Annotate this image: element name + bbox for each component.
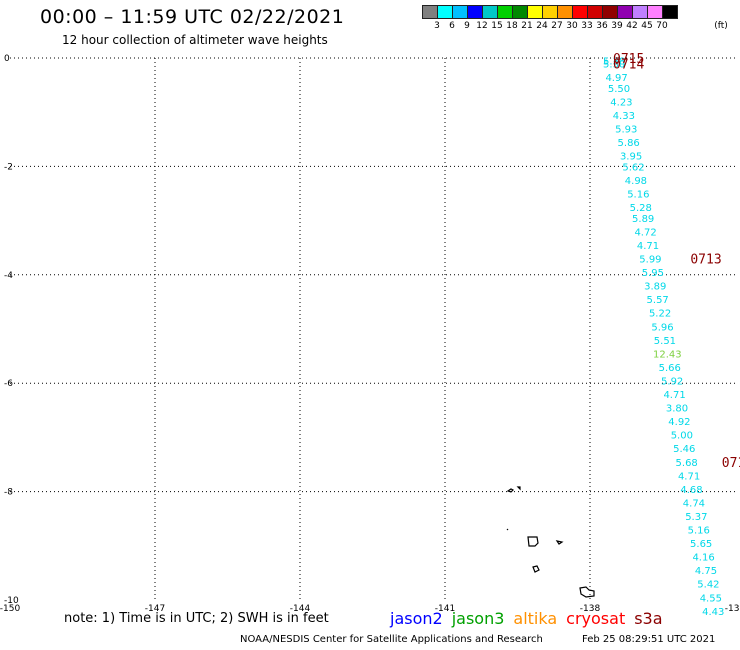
pass-time-label: 0715 [613,52,644,67]
wave-height-label: 5.66 [659,363,681,374]
wave-height-label: 5.16 [627,190,649,201]
wave-height-label: 4.16 [692,553,714,564]
wave-height-label: 4.71 [678,471,700,482]
wave-height-label: 4.97 [605,73,627,84]
wave-height-label: 5.86 [618,138,640,149]
wave-height-label: 5.62 [622,162,644,173]
wave-height-label: 4.98 [625,176,647,187]
wave-height-label: 4.55 [700,593,722,604]
colorbar-label: 12 [476,21,488,31]
lat-tick-label: -8 [4,488,13,498]
colorbar-label: 70 [656,21,668,31]
map-note: note: 1) Time is in UTC; 2) SWH is in fe… [64,611,329,626]
wave-height-label: 4.74 [683,498,705,509]
lon-tick-label: -144 [290,604,311,614]
wave-height-label: 5.22 [649,309,671,320]
colorbar-label: 15 [491,21,503,31]
wave-height-label: 3.95 [620,152,642,163]
colorbar-label: 9 [464,21,470,31]
wave-height-label: 5.89 [632,214,654,225]
lat-tick-label: -4 [4,271,13,281]
satellite-legend: jason2 jason3 altika cryosat s3a [390,609,672,628]
satellite-legend-item: jason2 [390,609,443,628]
lon-tick-label: -138 [580,604,601,614]
colorbar-label: 39 [611,21,623,31]
credit-line: NOAA/NESDIS Center for Satellite Applica… [240,634,543,645]
colorbar-label: 36 [596,21,608,31]
colorbar-label: 21 [521,21,533,31]
wave-height-label: 4.71 [637,241,659,252]
satellite-legend-item: jason3 [451,609,505,628]
colorbar-label: 33 [581,21,593,31]
colorbar-label: 27 [551,21,563,31]
generated-timestamp: Feb 25 08:29:51 UTC 2021 [582,634,716,645]
island-outline [506,488,515,493]
satellite-legend-item: cryosat [566,609,626,628]
colorbar-swatch [662,5,678,19]
wave-height-label: 5.50 [608,84,630,95]
lon-tick-label: -141 [435,604,455,614]
wave-height-label: 4.23 [610,97,632,108]
lat-tick-label: -6 [4,379,13,389]
wave-height-label: 5.38 [603,57,625,68]
wave-height-label: 4.68 [680,485,702,496]
map-subtitle: 12 hour collection of altimeter wave hei… [62,33,328,47]
wave-height-label: 5.00 [671,431,693,442]
wave-height-label: 4.71 [663,390,685,401]
wave-height-label: 5.95 [642,268,664,279]
wave-height-label: 3.80 [666,404,688,415]
map-title: 00:00 – 11:59 UTC 02/22/2021 [40,6,345,28]
colorbar-label: 42 [626,21,638,31]
wave-height-label: 5.93 [615,124,637,135]
island-outline [555,540,564,545]
colorbar-label: 6 [449,21,455,31]
island-outline [516,486,521,491]
lat-tick-label: -10 [4,596,19,606]
island-outline [527,536,539,547]
wave-height-label: 4.33 [613,111,635,122]
pass-time-label: 0712 [722,456,740,471]
pass-time-label: 0713 [690,253,721,268]
wave-height-label: 3.89 [644,282,666,293]
lat-tick-label: 0 [4,54,10,64]
wave-height-label: 4.75 [695,566,717,577]
lon-tick-label: -150 [0,604,20,614]
colorbar-label: 3 [434,21,440,31]
satellite-legend-item: altika [513,609,558,628]
wave-height-label: 5.51 [654,336,676,347]
colorbar-label: 24 [536,21,548,31]
wave-height-label: 5.37 [685,512,707,523]
wave-height-label: 5.46 [673,444,695,455]
wave-height-label: 4.92 [668,417,690,428]
lon-tick-label: -135 [725,604,740,614]
wave-height-label: 5.96 [651,322,673,333]
wave-height-label: 4.43 [702,607,724,618]
wave-height-label: 5.68 [676,458,698,469]
wave-height-label: 5.16 [688,526,710,537]
wave-height-label: 5.28 [630,203,652,214]
wave-height-label: 5.92 [661,376,683,387]
wave-height-label: 12.43 [653,349,682,360]
colorbar-label: 45 [641,21,653,31]
island-outline [532,565,540,573]
colorbar-unit: (ft) [714,21,728,31]
lat-tick-label: -2 [4,162,13,172]
lon-tick-label: -147 [145,604,165,614]
wave-height-label: 5.99 [639,255,661,266]
island-outline [506,528,509,531]
wave-height-label: 5.42 [697,580,719,591]
wave-height-label: 5.30 [603,59,625,70]
wave-height-colorbar [422,5,678,19]
colorbar-label: 30 [566,21,578,31]
wave-height-label: 5.57 [647,295,669,306]
colorbar-labels: 3 6 9 12 15 18 21 24 27 30 33 36 39 42 45 70 (ft) [422,21,740,33]
colorbar-label: 18 [506,21,518,31]
wave-height-label: 4.72 [634,227,656,238]
wave-height-label: 5.65 [690,539,712,550]
satellite-legend-item: s3a [634,609,663,628]
pass-time-label: 0714 [613,57,644,72]
island-outline [579,586,595,598]
